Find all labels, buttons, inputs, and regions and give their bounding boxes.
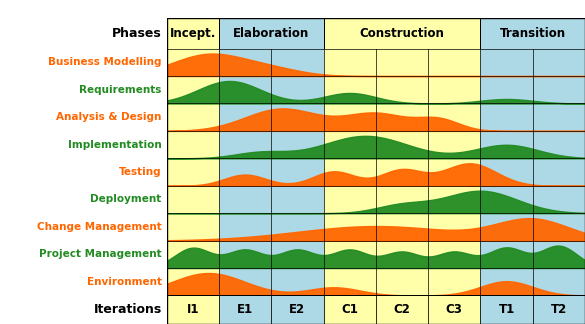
Bar bbox=[480, 295, 533, 324]
Text: T2: T2 bbox=[550, 303, 567, 316]
Text: Transition: Transition bbox=[500, 27, 566, 40]
Text: E1: E1 bbox=[237, 303, 253, 316]
Bar bbox=[324, 295, 376, 324]
Bar bbox=[376, 49, 428, 295]
Text: C3: C3 bbox=[446, 303, 463, 316]
Text: Project Management: Project Management bbox=[39, 249, 161, 259]
Bar bbox=[324, 18, 480, 49]
Text: Requirements: Requirements bbox=[80, 85, 161, 95]
Bar bbox=[271, 295, 324, 324]
Text: Deployment: Deployment bbox=[91, 194, 161, 204]
Text: Environment: Environment bbox=[87, 277, 161, 287]
Text: Phases: Phases bbox=[112, 27, 161, 40]
Text: Analysis & Design: Analysis & Design bbox=[56, 112, 161, 122]
Text: Testing: Testing bbox=[119, 167, 161, 177]
Text: E2: E2 bbox=[290, 303, 305, 316]
Bar bbox=[533, 49, 585, 295]
Bar bbox=[167, 49, 219, 295]
Text: C1: C1 bbox=[341, 303, 358, 316]
Bar bbox=[428, 295, 480, 324]
Bar bbox=[324, 49, 376, 295]
Bar bbox=[480, 49, 533, 295]
Text: Business Modelling: Business Modelling bbox=[48, 57, 161, 67]
Bar bbox=[376, 295, 428, 324]
Text: T1: T1 bbox=[498, 303, 515, 316]
Bar bbox=[428, 49, 480, 295]
Bar bbox=[533, 295, 585, 324]
Bar bbox=[167, 18, 219, 49]
Bar bbox=[271, 49, 324, 295]
Text: Iterations: Iterations bbox=[94, 303, 161, 316]
Text: Construction: Construction bbox=[360, 27, 445, 40]
Bar bbox=[480, 18, 585, 49]
Text: Change Management: Change Management bbox=[37, 222, 161, 232]
Bar bbox=[219, 49, 271, 295]
Text: I1: I1 bbox=[187, 303, 199, 316]
Bar bbox=[167, 295, 219, 324]
Text: Elaboration: Elaboration bbox=[233, 27, 309, 40]
Text: Incept.: Incept. bbox=[170, 27, 216, 40]
Text: C2: C2 bbox=[394, 303, 411, 316]
Text: Implementation: Implementation bbox=[68, 140, 161, 150]
Bar bbox=[219, 18, 324, 49]
Bar bbox=[219, 295, 271, 324]
